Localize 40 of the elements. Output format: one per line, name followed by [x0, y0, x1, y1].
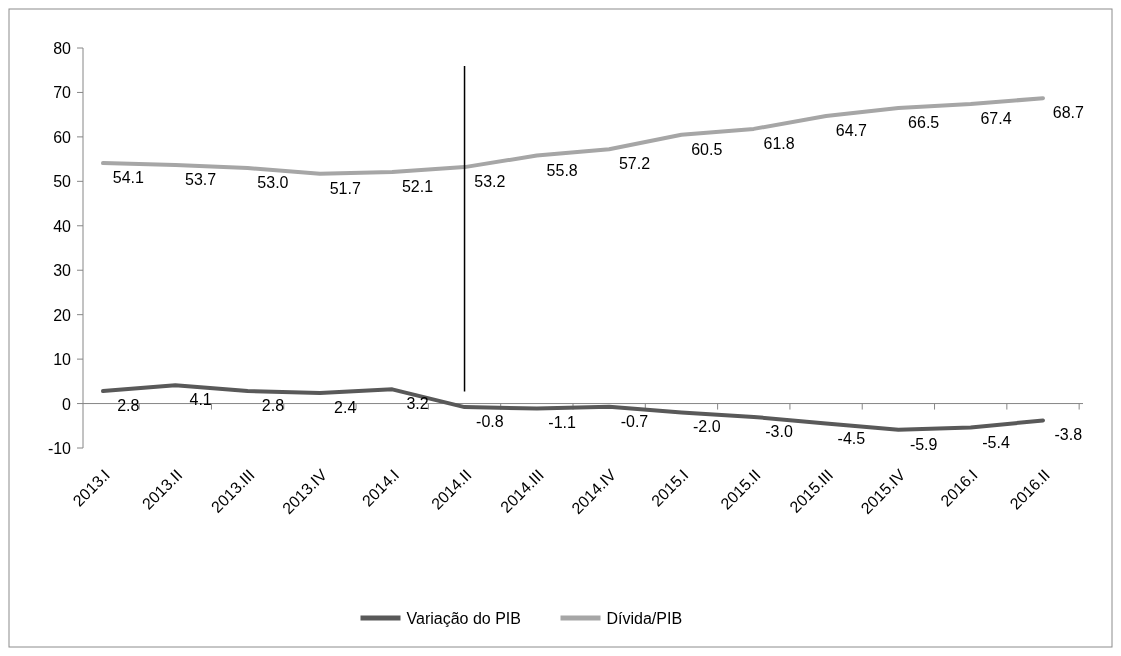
data-label: 53.0: [257, 174, 289, 191]
data-label: 4.1: [189, 391, 212, 409]
y-tick-label: 80: [53, 40, 72, 57]
y-tick-label: 40: [53, 217, 72, 235]
y-tick-label: -10: [47, 440, 72, 457]
data-label: -0.8: [476, 413, 504, 431]
data-label: 57.2: [618, 155, 651, 173]
data-label: 67.4: [980, 110, 1012, 127]
data-label: 61.8: [763, 134, 795, 152]
data-label: 54.1: [112, 169, 144, 187]
data-label: -2.0: [692, 418, 721, 436]
y-tick-label: 60: [53, 128, 72, 146]
legend-label: Variação do PIB: [406, 610, 521, 627]
data-label: 2.8: [117, 397, 140, 415]
legend-label: Dívida/PIB: [606, 610, 683, 627]
y-tick-label: 20: [53, 306, 72, 324]
data-label: 60.5: [691, 140, 723, 158]
data-label: 51.7: [329, 179, 361, 197]
y-tick-label: 30: [53, 262, 72, 280]
y-tick-label: 70: [53, 84, 72, 102]
data-label: 66.5: [908, 114, 940, 131]
y-tick-label: 10: [53, 351, 72, 369]
data-label: 53.2: [474, 173, 506, 191]
data-label: -0.7: [620, 412, 649, 430]
data-label: 2.8: [261, 397, 285, 415]
data-label: -1.1: [548, 414, 577, 432]
y-tick-label: 0: [62, 395, 72, 413]
data-label: -5.4: [982, 433, 1010, 451]
data-label: -5.9: [909, 435, 938, 453]
data-label: 52.1: [401, 178, 434, 195]
y-tick-label: 50: [53, 173, 72, 191]
data-label: 68.7: [1052, 104, 1084, 122]
data-label: 64.7: [835, 122, 868, 139]
data-label: 55.8: [546, 161, 578, 179]
data-label: 53.7: [185, 170, 217, 188]
data-label: 3.2: [406, 395, 429, 413]
data-label: -4.5: [837, 429, 866, 447]
data-label: 2.4: [334, 398, 357, 416]
data-label: -3.0: [765, 422, 793, 440]
data-label: -3.8: [1054, 426, 1083, 444]
